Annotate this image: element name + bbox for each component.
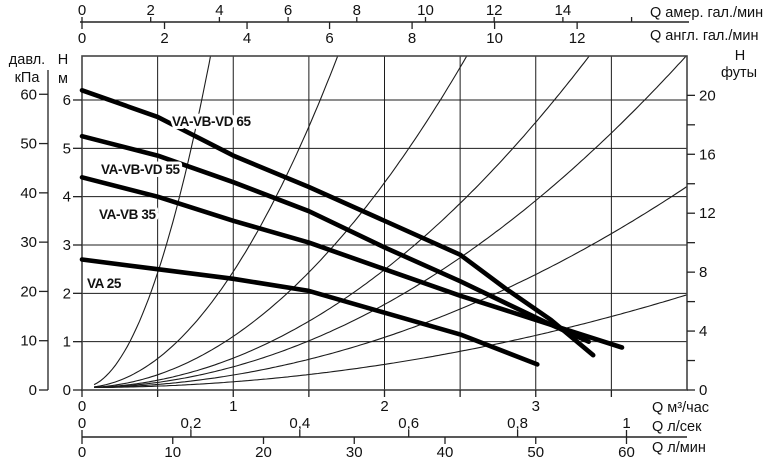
ls-tick-label: 1 — [622, 415, 630, 432]
lmin-tick-label: 50 — [527, 444, 544, 461]
us-gpm-tick-label: 0 — [78, 2, 86, 19]
system-curve — [94, 55, 687, 389]
curve-label-va-vb-vd-55: VA-VB-VD 55 — [101, 162, 181, 177]
pump-curve-va-vb-vd-65 — [79, 88, 596, 358]
kpa-tick-label: 40 — [20, 185, 37, 202]
ls-tick-label: 0,8 — [507, 415, 528, 432]
lmin-tick-label: 10 — [164, 444, 181, 461]
head-m-axis-title-line2: м — [58, 71, 68, 87]
lmin-tick-label: 0 — [78, 444, 86, 461]
ft-tick-label: 16 — [699, 146, 716, 163]
us-gpm-tick-label: 8 — [353, 2, 361, 19]
ls-tick-label: 0,4 — [289, 415, 310, 432]
axis-title-lmin: Q л/мин — [652, 440, 706, 456]
m3h-tick-label: 0 — [78, 398, 86, 415]
axis-title-ls: Q л/сек — [652, 419, 702, 435]
kpa-tick-label: 20 — [20, 283, 37, 300]
ls-tick-label: 0,6 — [398, 415, 419, 432]
us-gpm-tick-label: 12 — [486, 2, 503, 19]
pump-curve-va-vb-vd-55 — [79, 133, 591, 344]
kpa-tick-label: 50 — [20, 136, 37, 153]
head-m-tick-label: 0 — [63, 382, 71, 399]
curve-label-va-vb-35: VA-VB 35 — [99, 207, 156, 222]
pump-curve-va-25 — [79, 257, 540, 367]
lmin-tick-label: 40 — [437, 444, 454, 461]
kpa-tick-label: 0 — [29, 382, 37, 399]
axis-titles-layer: давл. кПа H м H футы Q амер. гал./мин Q … — [9, 5, 763, 456]
us-gpm-tick-label: 6 — [284, 2, 292, 19]
lmin-tick-label: 20 — [255, 444, 272, 461]
pump-curves-layer: VA-VB-VD 65 VA-VB-VD 55 VA-VB 35 VA 25 — [79, 88, 625, 367]
kpa-tick-label: 10 — [20, 333, 37, 350]
ls-tick-label: 0,2 — [180, 415, 201, 432]
imp-gpm-tick-label: 6 — [325, 30, 333, 47]
head-m-tick-label: 6 — [63, 92, 71, 109]
imp-gpm-tick-label: 4 — [243, 30, 251, 47]
imp-gpm-tick-label: 10 — [486, 30, 503, 47]
axis-title-m3h: Q м³/час — [652, 400, 709, 416]
ls-tick-label: 0 — [78, 415, 86, 432]
system-curve — [94, 55, 468, 388]
curve-label-va-25: VA 25 — [87, 276, 122, 291]
lmin-tick-label: 30 — [346, 444, 363, 461]
kpa-tick-label: 30 — [20, 234, 37, 251]
head-ft-axis-title-line2: футы — [721, 65, 757, 81]
head-m-axis-title-line1: H — [58, 52, 68, 68]
system-curve — [93, 55, 212, 386]
head-ft-axis-title-line1: H — [735, 48, 745, 64]
head-m-tick-label: 4 — [63, 189, 71, 206]
imp-gpm-tick-label: 0 — [78, 30, 86, 47]
ft-tick-label: 12 — [699, 205, 716, 222]
ft-tick-label: 4 — [699, 323, 707, 340]
m3h-tick-label: 3 — [532, 398, 540, 415]
ft-tick-label: 0 — [699, 382, 707, 399]
axes-layer: 0 2 4 6 8 10 12 140 2 4 6 8 10 120 1 2 30 0,2 0,4 0,6 0,8 10 1… — [20, 2, 715, 461]
kpa-tick-label: 60 — [20, 86, 37, 103]
system-curve — [94, 55, 339, 388]
ft-tick-label: 8 — [699, 264, 707, 281]
head-m-tick-label: 5 — [63, 140, 71, 157]
imp-gpm-tick-label: 8 — [408, 30, 416, 47]
us-gpm-tick-label: 2 — [147, 2, 155, 19]
head-m-tick-label: 1 — [63, 334, 71, 351]
system-curve — [94, 186, 688, 389]
m3h-tick-label: 2 — [380, 398, 388, 415]
us-gpm-tick-label: 10 — [417, 2, 434, 19]
axis-title-imp-gpm: Q англ. гал./мин — [650, 28, 759, 44]
head-m-tick-label: 2 — [63, 285, 71, 302]
head-m-tick-label: 3 — [63, 237, 71, 254]
m3h-tick-label: 1 — [229, 398, 237, 415]
imp-gpm-tick-label: 12 — [569, 30, 586, 47]
pump-curve-va-vb-35 — [79, 175, 625, 350]
lmin-tick-label: 60 — [618, 444, 635, 461]
us-gpm-tick-label: 4 — [215, 2, 223, 19]
ft-tick-label: 20 — [699, 87, 716, 104]
pressure-axis-title-line1: давл. — [9, 52, 45, 68]
system-curve — [94, 294, 688, 389]
grid-layer — [82, 56, 687, 390]
imp-gpm-tick-label: 2 — [160, 30, 168, 47]
axis-title-us-gpm: Q амер. гал./мин — [650, 5, 763, 21]
system-curve — [94, 55, 590, 388]
us-gpm-tick-label: 14 — [555, 2, 572, 19]
pressure-axis-title-line2: кПа — [15, 70, 41, 86]
curve-label-va-vb-vd-65: VA-VB-VD 65 — [172, 114, 252, 129]
